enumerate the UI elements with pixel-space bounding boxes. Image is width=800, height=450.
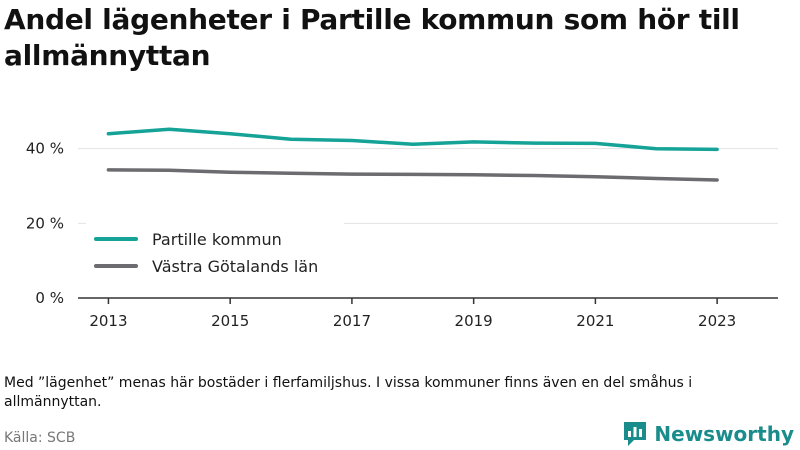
source-label: Källa: SCB [4, 430, 76, 446]
chart-note: Med ”lägenhet” menas här bostäder i fler… [4, 375, 693, 410]
legend: Partille kommun Västra Götalands län [86, 218, 344, 278]
newsworthy-logo-icon [624, 422, 647, 446]
x-tick-label: 2023 [698, 312, 736, 330]
series-line-1 [106, 127, 719, 152]
x-axis: 0 % 20 % 40 % 2013 2015 2017 2019 2021 2023 [26, 140, 778, 330]
brand-name: Newsworthy [654, 422, 794, 446]
legend-label: Partille kommun [152, 230, 282, 249]
series-line-2 [106, 168, 719, 182]
y-tick-label: 40 % [26, 140, 64, 158]
x-tick-label: 2021 [576, 312, 614, 330]
x-tick-label: 2017 [333, 312, 371, 330]
grid-lines [78, 148, 778, 224]
chart-title: Andel lägenheter i Partille kommun som h… [4, 3, 740, 72]
brand-logo: Newsworthy [622, 420, 794, 448]
series-lines [106, 127, 719, 182]
y-tick-label: 20 % [26, 214, 64, 232]
legend-label: Västra Götalands län [152, 257, 318, 276]
y-tick-label: 0 % [35, 289, 64, 307]
x-tick-label: 2015 [211, 312, 249, 330]
x-tick-label: 2013 [89, 312, 127, 330]
x-tick-label: 2019 [455, 312, 493, 330]
